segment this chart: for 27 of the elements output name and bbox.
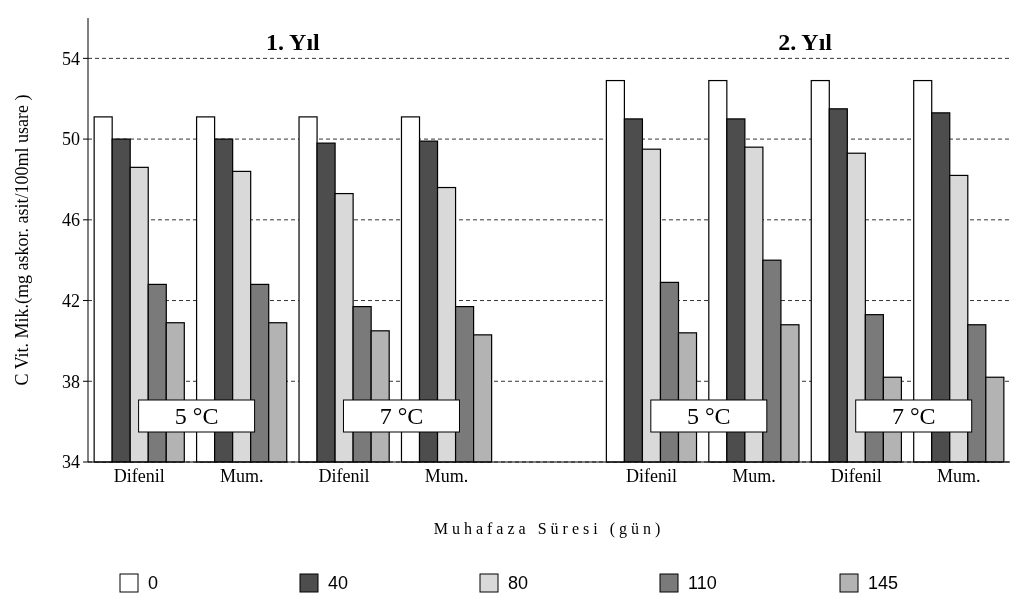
x-tick-label: Mum. — [219, 466, 264, 486]
annotation: 2. Yıl — [778, 29, 833, 55]
y-tick-label: 42 — [62, 290, 80, 311]
legend-label: 40 — [328, 573, 349, 594]
y-tick-label: 50 — [62, 129, 80, 150]
annotation: 5 °C — [174, 403, 219, 429]
x-tick-label: Mum. — [424, 466, 469, 486]
x-tick-label: Difenil — [113, 466, 165, 486]
y-tick-label: 34 — [62, 452, 80, 473]
legend-label: 145 — [868, 573, 899, 594]
x-tick-label: Mum. — [732, 466, 776, 486]
annotation: 7 °C — [379, 403, 424, 429]
x-tick-label: Mum. — [937, 466, 981, 486]
y-tick-label: 46 — [62, 210, 80, 231]
x-tick-label: Difenil — [830, 466, 882, 486]
y-axis-title: C Vit. Mik.(mg askor. asit/100ml usare ) — [12, 94, 33, 386]
legend-label: 0 — [148, 573, 159, 594]
x-tick-label: Difenil — [625, 466, 677, 486]
annotation: 7 °C — [891, 403, 936, 429]
y-tick-label: 54 — [62, 48, 80, 69]
annotation: 5 °C — [687, 403, 731, 429]
y-tick-label: 38 — [62, 371, 80, 392]
legend-label: 80 — [508, 573, 529, 594]
x-axis-title: Muhafaza Süresi (gün) — [433, 520, 665, 538]
legend-label: 110 — [688, 573, 717, 594]
x-tick-label: Difenil — [318, 466, 370, 486]
annotation: 1. Yıl — [266, 29, 321, 55]
